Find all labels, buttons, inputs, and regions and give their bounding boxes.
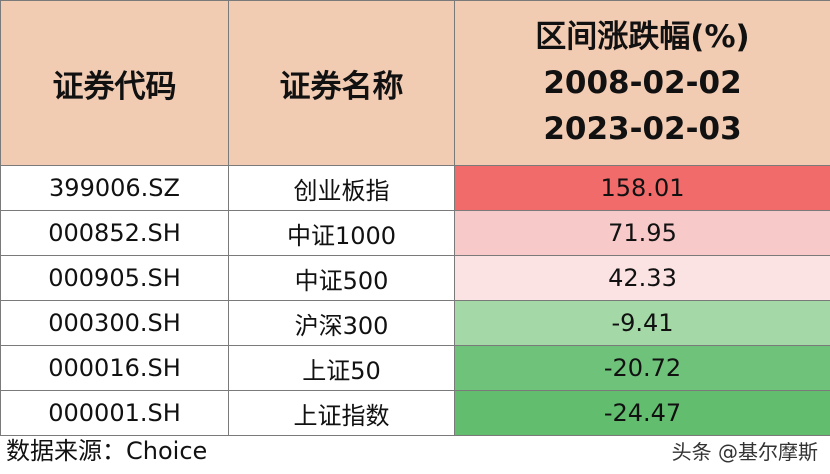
security-name-cell: 中证1000 [228, 210, 455, 256]
header-security-name: 证券名称 [228, 0, 455, 166]
period-change-cell: 158.01 [454, 165, 830, 211]
security-code-cell: 000016.SH [0, 345, 229, 391]
header-change-title: 区间涨跌幅(%) [535, 19, 750, 55]
security-name-cell: 中证500 [228, 255, 455, 301]
header-change-end-date: 2023-02-03 [543, 111, 742, 147]
security-name-cell: 创业板指 [228, 165, 455, 211]
table-row: 399006.SZ 创业板指 158.01 [0, 165, 830, 211]
security-name-cell: 沪深300 [228, 300, 455, 346]
table-header-row: 证券代码 证券名称 区间涨跌幅(%) 2008-02-02 2023-02-03 [0, 0, 830, 166]
header-security-code: 证券代码 [0, 0, 229, 166]
security-name-cell: 上证指数 [228, 390, 455, 436]
security-code-cell: 399006.SZ [0, 165, 229, 211]
period-change-cell: 71.95 [454, 210, 830, 256]
author-watermark: 头条 @基尔摩斯 [671, 440, 818, 464]
data-source-note: 数据来源：Choice [6, 437, 208, 465]
table-row: 000016.SH 上证50 -20.72 [0, 345, 830, 391]
security-code-cell: 000905.SH [0, 255, 229, 301]
period-change-cell: -24.47 [454, 390, 830, 436]
index-performance-table: 证券代码 证券名称 区间涨跌幅(%) 2008-02-02 2023-02-03… [0, 0, 830, 436]
table-row: 000852.SH 中证1000 71.95 [0, 210, 830, 256]
security-code-cell: 000001.SH [0, 390, 229, 436]
table-row: 000300.SH 沪深300 -9.41 [0, 300, 830, 346]
security-code-cell: 000300.SH [0, 300, 229, 346]
period-change-cell: -9.41 [454, 300, 830, 346]
security-code-cell: 000852.SH [0, 210, 229, 256]
header-period-change: 区间涨跌幅(%) 2008-02-02 2023-02-03 [454, 0, 830, 166]
table-row: 000001.SH 上证指数 -24.47 [0, 390, 830, 436]
security-name-cell: 上证50 [228, 345, 455, 391]
table-row: 000905.SH 中证500 42.33 [0, 255, 830, 301]
period-change-cell: 42.33 [454, 255, 830, 301]
header-change-start-date: 2008-02-02 [543, 65, 742, 101]
period-change-cell: -20.72 [454, 345, 830, 391]
